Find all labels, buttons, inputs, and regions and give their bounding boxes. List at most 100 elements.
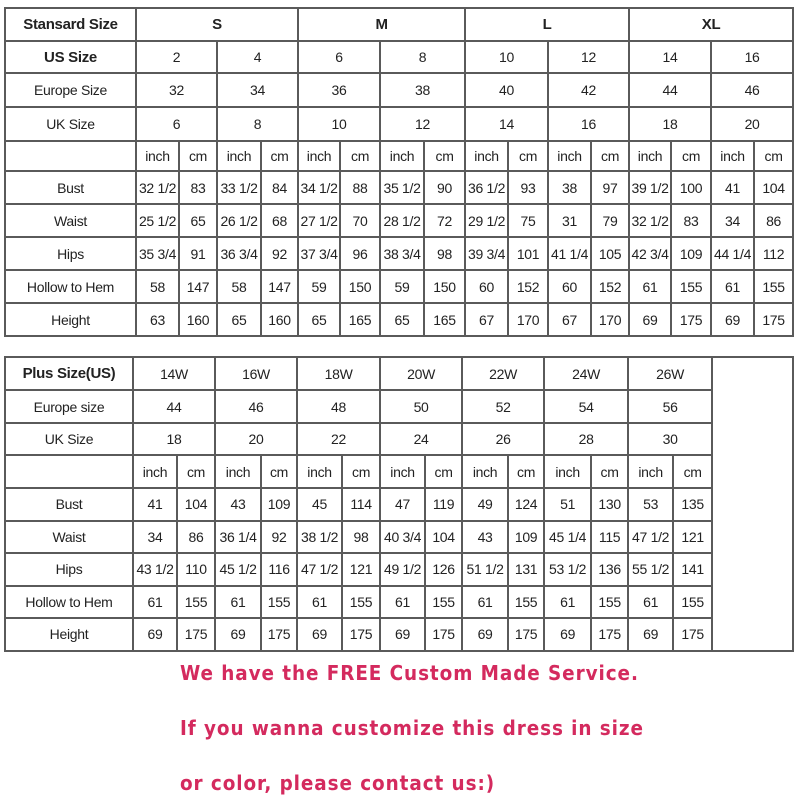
measurement-value: 65 [216,302,262,337]
measurement-value: 42 3/4 [628,236,673,271]
measurement-value: 90 [423,170,467,205]
measurement-value: 25 1/2 [135,203,180,238]
measurement-value: 126 [424,552,464,587]
measurement-value: 34 1/2 [297,170,342,205]
measurement-value: 93 [507,170,550,205]
empty-column [711,356,795,652]
europe-size-cell: 50 [379,389,464,424]
measurement-value: 49 1/2 [379,552,427,587]
measurement-value: 59 [379,269,426,304]
customize-note: If you wanna customize this dress in siz… [180,716,644,740]
unit-header: cm [753,140,795,172]
uk-size-cell: 18 [131,422,217,456]
measurement-value: 83 [670,203,713,238]
uk-size-cell: 22 [296,422,382,456]
unit-header: inch [710,140,756,172]
unit-header: cm [341,454,382,489]
measurement-value: 45 1/4 [543,519,593,554]
measurement-value: 43 [214,487,263,522]
measurement-value: 34 [132,519,178,554]
measurement-value: 155 [175,584,217,619]
uk-size-row: UK Size 6 8 10 12 14 16 18 20 [4,106,795,142]
measurement-value: 47 1/2 [627,519,675,554]
europe-size-row: Europe Size 32 34 36 38 40 42 44 46 [4,72,795,108]
measurement-value: 69 [132,617,178,652]
measurement-value: 69 [627,617,675,652]
measurement-value: 32 1/2 [135,170,180,205]
measurement-row: Height 69 175 69 175 69 175 69 175 69 175 69 175 69 17… [4,617,793,652]
europe-size-cell: 44 [131,389,217,424]
us-size-cell: 12 [547,40,631,74]
unit-header: cm [260,454,299,489]
measurement-value: 41 [132,487,178,522]
uk-size-cell: 6 [135,106,218,142]
measurement-label: Hips [4,236,137,271]
measurement-value: 40 3/4 [379,519,427,554]
europe-size-cell: 52 [461,389,546,424]
measurement-value: 27 1/2 [297,203,342,238]
uk-size-cell: 28 [543,422,630,456]
measurement-value: 43 [461,519,510,554]
measurement-value: 141 [672,552,714,587]
measurement-value: 130 [590,487,630,522]
measurement-value: 61 [710,269,756,304]
measurement-value: 175 [260,617,299,652]
measurement-value: 53 1/2 [543,552,593,587]
measurement-value: 60 [464,269,510,304]
measurement-label: Hollow to Hem [4,269,137,304]
unit-header: inch [379,140,426,172]
measurement-value: 150 [339,269,382,304]
measurement-value: 32 1/2 [628,203,673,238]
europe-size-cell: 38 [379,72,467,108]
uk-size-label: UK Size [4,422,134,456]
measurement-value: 97 [590,170,631,205]
uk-size-cell: 10 [297,106,382,142]
measurement-value: 38 1/2 [296,519,344,554]
europe-size-cell: 34 [215,72,300,108]
europe-size-label: Europe Size [4,72,137,108]
europe-size-cell: 32 [135,72,218,108]
measurement-value: 109 [260,487,299,522]
measurement-value: 38 [547,170,593,205]
unit-header: inch [627,454,675,489]
unit-header: cm [424,454,464,489]
measurement-value: 175 [424,617,464,652]
measurement-value: 170 [507,302,550,337]
measurement-value: 170 [590,302,631,337]
measurement-value: 61 [214,584,263,619]
measurement-value: 175 [670,302,713,337]
uk-size-cell: 30 [627,422,714,456]
measurement-value: 45 [296,487,344,522]
unit-header: inch [547,140,593,172]
measurement-value: 109 [507,519,546,554]
measurement-label: Height [4,302,137,337]
measurement-value: 39 1/2 [628,170,673,205]
plus-size-cell: 24W [543,356,630,391]
measurement-value: 88 [339,170,382,205]
measurement-value: 61 [627,584,675,619]
measurement-value: 70 [339,203,382,238]
measurement-value: 35 1/2 [379,170,426,205]
measurement-label: Height [4,617,134,652]
unit-header: cm [590,140,631,172]
size-group-header: L [464,7,631,42]
measurement-value: 175 [590,617,630,652]
unit-header: cm [175,454,217,489]
measurement-value: 69 [379,617,427,652]
measurement-value: 39 3/4 [464,236,510,271]
measurement-value: 136 [590,552,630,587]
measurement-value: 104 [424,519,464,554]
measurement-value: 26 1/2 [216,203,262,238]
measurement-label: Bust [4,170,137,205]
uk-size-cell: 8 [215,106,300,142]
europe-size-label: Europe size [4,389,134,424]
measurement-value: 36 3/4 [216,236,262,271]
empty-cell [4,140,137,172]
measurement-value: 112 [753,236,795,271]
measurement-value: 60 [547,269,593,304]
europe-size-cell: 44 [628,72,713,108]
us-size-label: US Size [4,40,137,74]
measurement-value: 114 [341,487,382,522]
measurement-value: 147 [178,269,218,304]
measurement-value: 35 3/4 [135,236,180,271]
